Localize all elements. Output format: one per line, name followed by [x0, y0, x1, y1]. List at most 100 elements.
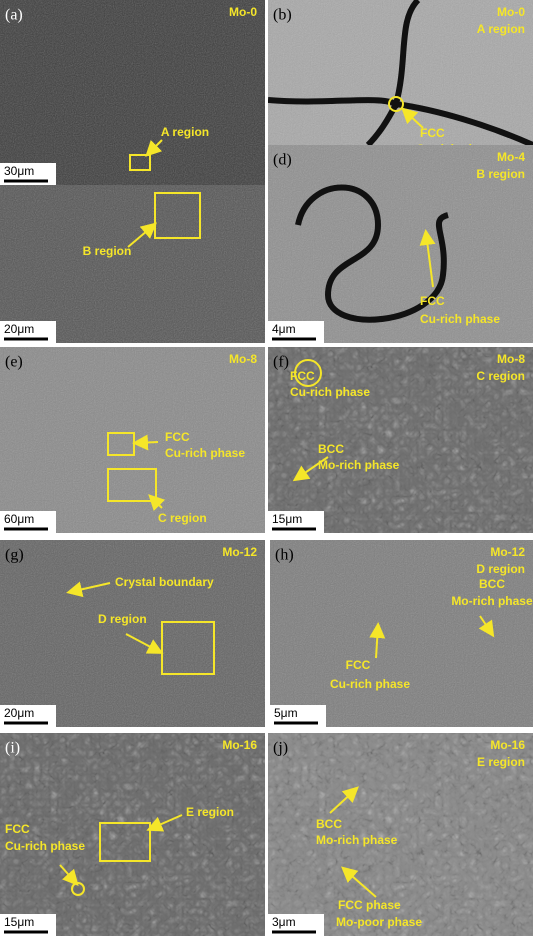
arrow — [132, 434, 159, 451]
panel-letter: (b) — [273, 7, 292, 24]
region-label: A region — [477, 22, 525, 36]
panel-content: (a) Mo-0 A region 30μm — [0, 0, 265, 185]
panel-letter: (g) — [5, 547, 24, 564]
arrow — [329, 786, 359, 814]
arrow — [419, 229, 436, 288]
annotation-label: Cu-rich phase — [290, 385, 370, 399]
annotation-label: FCC phase — [338, 898, 401, 912]
arrow — [125, 633, 164, 654]
arrow — [66, 581, 111, 598]
micrograph-panel: (i) Mo-16 E region FCC Cu-rich phase 15μm — [0, 733, 265, 936]
arrow — [401, 107, 424, 129]
annotation-label: A region — [161, 125, 209, 139]
panel-content: (i) Mo-16 E region FCC Cu-rich phase 15μm — [0, 733, 265, 936]
region-label: E region — [477, 755, 525, 769]
annotation-label: Mo-rich phase — [316, 833, 398, 847]
boundary — [268, 0, 533, 145]
annotation-label: BCC — [479, 577, 505, 591]
sample-label: Mo-16 — [490, 738, 525, 752]
annotation-label: Mo-rich phase — [451, 594, 533, 608]
micrograph-panel: (b) Mo-0 A region FCC Cu-rich phase — [268, 0, 533, 156]
micrograph-texture — [0, 0, 265, 185]
sample-label: Mo-12 — [222, 545, 257, 559]
micrograph-texture — [0, 347, 265, 533]
sample-label: Mo-8 — [497, 352, 525, 366]
region-box — [107, 468, 157, 502]
region-label: C region — [476, 369, 525, 383]
scale-bar-label: 4μm — [272, 322, 296, 336]
arrow — [369, 622, 386, 659]
scale-bar-label: 60μm — [4, 512, 34, 526]
micrograph-panel: (a) Mo-0 A region 30μm — [0, 0, 265, 185]
annotation-label: Crystal boundary — [115, 575, 214, 589]
region-box — [154, 192, 201, 239]
sample-label: Mo-0 — [497, 5, 525, 19]
scale-bar-label: 20μm — [4, 706, 34, 720]
panel-content: B region 20μm — [0, 185, 265, 343]
sample-label: Mo-12 — [490, 545, 525, 559]
arrow — [292, 456, 329, 482]
panel-content: (d) Mo-4 B region FCC Cu-rich phase 4μm — [268, 145, 533, 343]
annotation-label: Cu-rich phase — [165, 446, 245, 460]
sample-label: Mo-8 — [229, 352, 257, 366]
annotation-label: FCC — [420, 294, 445, 308]
scale-bar-label: 15μm — [272, 512, 302, 526]
panel-content: (b) Mo-0 A region FCC Cu-rich phase — [268, 0, 533, 156]
annotation-label: FCC — [165, 430, 190, 444]
annotation-label: Cu-rich phase — [330, 677, 410, 691]
arrow — [145, 139, 163, 157]
annotation-label: Mo-rich phase — [318, 458, 400, 472]
micrograph-texture — [0, 733, 265, 936]
boundary — [295, 184, 449, 323]
region-label: B region — [476, 167, 525, 181]
annotation-label: FCC — [5, 822, 30, 836]
annotation-label: Cu-rich phase — [420, 312, 500, 326]
region-box — [129, 154, 151, 171]
panel-letter: (h) — [275, 547, 294, 564]
panel-content: (f) Mo-8 C region FCC Cu-rich phase BCC Mo-ric… — [268, 347, 533, 533]
annotation-label: BCC — [318, 442, 344, 456]
panel-letter: (f) — [273, 354, 289, 371]
annotation-label: Cu-rich phase — [5, 839, 85, 853]
micrograph-panel: B region 20μm — [0, 185, 265, 343]
marker-circle — [294, 359, 322, 387]
micrograph-panel: (d) Mo-4 B region FCC Cu-rich phase 4μm — [268, 145, 533, 343]
arrow — [148, 494, 166, 512]
panel-content: (g) Mo-12 Crystal boundary D region 20μm — [0, 540, 265, 727]
arrow — [146, 814, 183, 832]
panel-letter: (a) — [5, 7, 23, 24]
micrograph-texture — [268, 733, 533, 936]
marker-circle — [388, 96, 404, 112]
region-box — [99, 822, 151, 862]
annotation-label: FCC — [420, 126, 445, 140]
panel-letter: (e) — [5, 354, 23, 371]
annotation-label: Mo-poor phase — [336, 915, 422, 929]
annotation-label: Cu-rich phase — [416, 142, 496, 156]
annotation-label: FCC — [346, 658, 371, 672]
scale-bar-label: 30μm — [4, 164, 34, 178]
annotation-label: E region — [186, 805, 234, 819]
sample-label: Mo-4 — [497, 150, 525, 164]
micrograph-panel: (f) Mo-8 C region FCC Cu-rich phase BCC Mo-ric… — [268, 347, 533, 533]
scale-bar-label: 20μm — [4, 322, 34, 336]
arrow — [127, 222, 158, 248]
micrograph-texture — [268, 145, 533, 343]
sample-label: Mo-0 — [229, 5, 257, 19]
micrograph-texture — [0, 540, 265, 727]
sample-label: Mo-16 — [222, 738, 257, 752]
panel-letter: (d) — [273, 152, 292, 169]
annotation-label: D region — [98, 612, 147, 626]
panel-content: (j) Mo-16 E region BCC Mo-rich phase FCC phas… — [268, 733, 533, 936]
arrow — [59, 864, 79, 886]
micrograph-panel: (j) Mo-16 E region BCC Mo-rich phase FCC phas… — [268, 733, 533, 936]
region-label: D region — [476, 562, 525, 576]
annotation-label: BCC — [316, 817, 342, 831]
scale-bar-label: 3μm — [272, 915, 296, 929]
panel-letter: (i) — [5, 740, 20, 757]
micrograph-panel: (g) Mo-12 Crystal boundary D region 20μm — [0, 540, 265, 727]
arrow — [478, 615, 495, 638]
panel-content: (e) Mo-8 FCC Cu-rich phase C region 60μm — [0, 347, 265, 533]
micrograph-texture — [268, 347, 533, 533]
